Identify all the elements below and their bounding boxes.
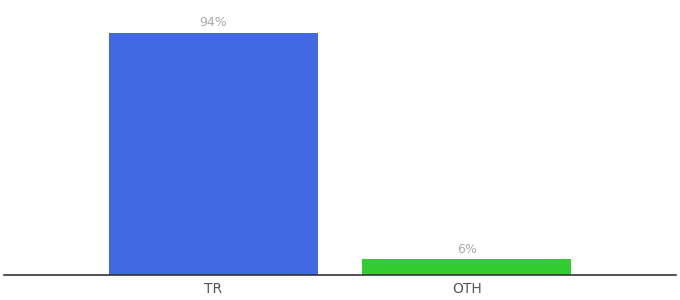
Text: 6%: 6%: [457, 243, 477, 256]
Bar: [109, 32, 318, 275]
Bar: [362, 260, 571, 275]
Text: 94%: 94%: [199, 16, 227, 29]
